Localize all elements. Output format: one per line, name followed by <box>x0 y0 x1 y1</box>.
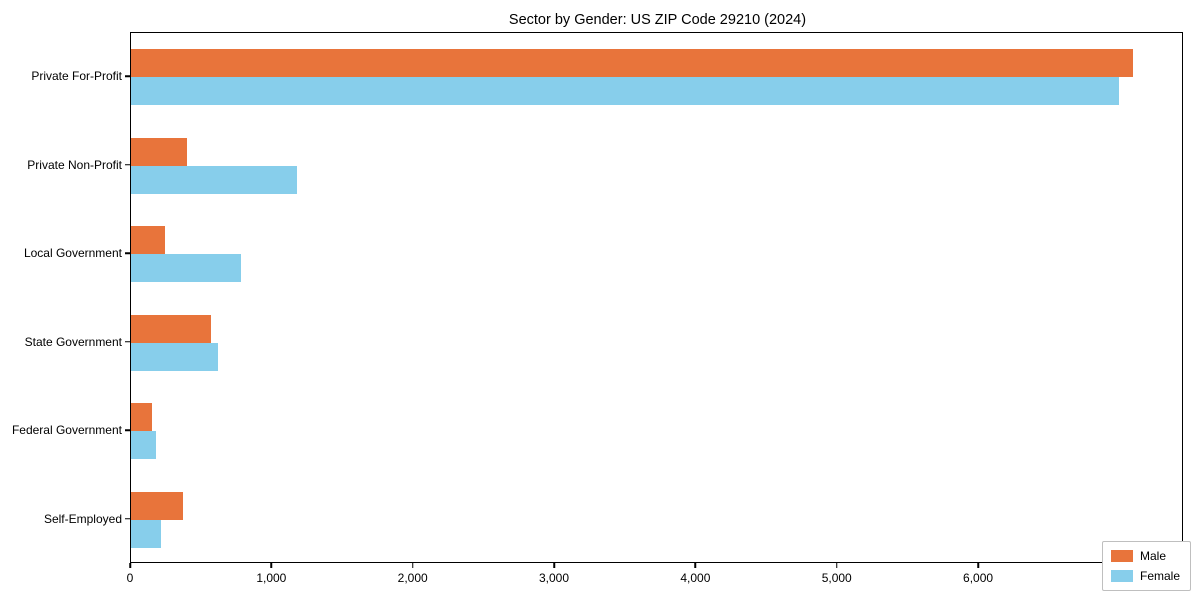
bar-male <box>131 49 1133 78</box>
ytick-label: Private For-Profit <box>31 69 122 84</box>
xtick-label: 2,000 <box>397 571 428 585</box>
bar-male <box>131 226 165 255</box>
xtick-mark <box>977 563 979 568</box>
xtick-mark <box>553 563 555 568</box>
bar-female <box>131 342 219 371</box>
ytick-label: Self-Employed <box>43 511 122 526</box>
xtick-mark <box>129 563 131 568</box>
ytick-label: Federal Government <box>11 423 122 438</box>
xtick-mark <box>694 563 697 568</box>
bar-male <box>131 137 188 166</box>
ytick-label: Local Government <box>23 246 122 261</box>
ytick-mark <box>125 518 130 520</box>
bar-male <box>131 314 212 343</box>
bar-female <box>131 77 1119 106</box>
legend: Male Female <box>1101 541 1191 591</box>
bar-female <box>131 254 242 283</box>
ytick-label: Private Non-Profit <box>27 157 122 172</box>
xtick-label: 5,000 <box>821 571 852 585</box>
xtick-label: 3,000 <box>539 571 570 585</box>
plot-area <box>130 32 1183 563</box>
legend-item-male: Male <box>1110 549 1180 563</box>
bar-male <box>131 403 153 432</box>
ytick-mark <box>125 252 130 254</box>
xtick-label: 6,000 <box>963 571 994 585</box>
ytick-label: State Government <box>24 334 122 349</box>
xtick-mark <box>835 563 838 568</box>
ytick-mark <box>125 429 130 431</box>
legend-swatch-female <box>1110 570 1133 582</box>
legend-swatch-male <box>1110 550 1133 562</box>
bar-female <box>131 519 161 548</box>
ytick-mark <box>125 164 130 166</box>
legend-item-female: Female <box>1110 569 1180 583</box>
xtick-label: 0 <box>126 571 134 585</box>
xtick-label: 4,000 <box>680 571 711 585</box>
xtick-label: 1,000 <box>256 571 287 585</box>
bar-female <box>131 431 157 460</box>
ytick-mark <box>125 341 130 343</box>
legend-label: Male <box>1139 549 1166 563</box>
ytick-mark <box>125 75 130 77</box>
xtick-mark <box>411 563 414 568</box>
legend-label: Female <box>1139 569 1180 583</box>
chart-title: Sector by Gender: US ZIP Code 29210 (202… <box>508 12 807 28</box>
bar-male <box>131 491 184 520</box>
xtick-mark <box>270 563 273 568</box>
bar-female <box>131 165 298 194</box>
